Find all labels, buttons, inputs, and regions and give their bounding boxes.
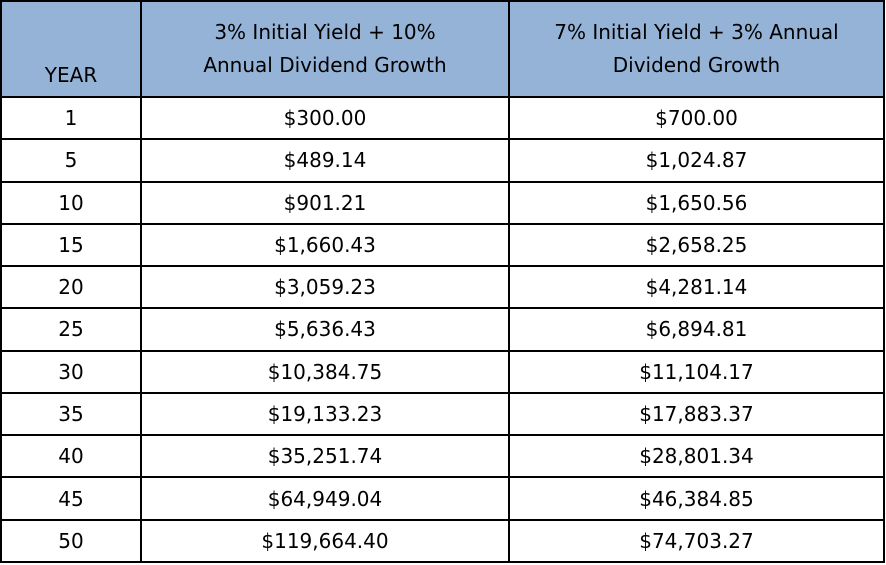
year-cell: 40: [0, 434, 142, 479]
year-cell: 5: [0, 138, 142, 183]
table-row: 1 $300.00 $700.00: [0, 95, 885, 141]
year-cell: 50: [0, 518, 142, 564]
scenario-b-value-cell: $6,894.81: [508, 307, 885, 352]
scenario-b-value-cell: $2,658.25: [508, 222, 885, 268]
scenario-a-column-header: 3% Initial Yield + 10% Annual Dividend G…: [140, 0, 510, 98]
scenario-b-value-cell: $4,281.14: [508, 265, 885, 310]
scenario-b-column-header: 7% Initial Yield + 3% Annual Dividend Gr…: [508, 0, 885, 98]
scenario-a-value-cell: $300.00: [140, 95, 510, 141]
header-row: YEAR 3% Initial Yield + 10% Annual Divid…: [0, 0, 885, 98]
scenario-a-value-cell: $3,059.23: [140, 265, 510, 310]
scenario-a-value-cell: $1,660.43: [140, 222, 510, 268]
scenario-a-value-cell: $119,664.40: [140, 518, 510, 564]
scenario-b-header-line-2: Dividend Growth: [612, 53, 781, 77]
scenario-a-header-line-1: 3% Initial Yield + 10%: [214, 20, 436, 44]
table-body: 1 $300.00 $700.00 5 $489.14 $1,024.87 10…: [0, 95, 885, 564]
scenario-b-header-line-1: 7% Initial Yield + 3% Annual: [554, 20, 839, 44]
scenario-a-value-cell: $489.14: [140, 138, 510, 183]
table-row: 30 $10,384.75 $11,104.17: [0, 349, 885, 394]
table-row: 10 $901.21 $1,650.56: [0, 180, 885, 225]
table-row: 45 $64,949.04 $46,384.85: [0, 476, 885, 521]
scenario-a-value-cell: $19,133.23: [140, 391, 510, 437]
scenario-b-value-cell: $46,384.85: [508, 476, 885, 521]
year-cell: 10: [0, 180, 142, 225]
year-cell: 25: [0, 307, 142, 352]
scenario-b-value-cell: $1,650.56: [508, 180, 885, 225]
table-row: 50 $119,664.40 $74,703.27: [0, 518, 885, 564]
scenario-b-value-cell: $28,801.34: [508, 434, 885, 479]
table-row: 5 $489.14 $1,024.87: [0, 138, 885, 183]
scenario-b-value-cell: $700.00: [508, 95, 885, 141]
scenario-a-header-line-2: Annual Dividend Growth: [203, 53, 447, 77]
table-header: YEAR 3% Initial Yield + 10% Annual Divid…: [0, 0, 885, 98]
table-row: 15 $1,660.43 $2,658.25: [0, 222, 885, 268]
scenario-a-value-cell: $35,251.74: [140, 434, 510, 479]
scenario-a-value-cell: $5,636.43: [140, 307, 510, 352]
year-cell: 35: [0, 391, 142, 437]
scenario-b-value-cell: $11,104.17: [508, 349, 885, 394]
year-cell: 30: [0, 349, 142, 394]
year-cell: 45: [0, 476, 142, 521]
scenario-b-value-cell: $74,703.27: [508, 518, 885, 564]
year-cell: 15: [0, 222, 142, 268]
table-row: 20 $3,059.23 $4,281.14: [0, 265, 885, 310]
year-cell: 1: [0, 95, 142, 141]
scenario-b-value-cell: $1,024.87: [508, 138, 885, 183]
scenario-a-value-cell: $901.21: [140, 180, 510, 225]
scenario-b-value-cell: $17,883.37: [508, 391, 885, 437]
table-row: 35 $19,133.23 $17,883.37: [0, 391, 885, 437]
table-row: 40 $35,251.74 $28,801.34: [0, 434, 885, 479]
table-row: 25 $5,636.43 $6,894.81: [0, 307, 885, 352]
year-cell: 20: [0, 265, 142, 310]
scenario-a-value-cell: $64,949.04: [140, 476, 510, 521]
scenario-a-value-cell: $10,384.75: [140, 349, 510, 394]
year-column-header: YEAR: [0, 0, 142, 98]
